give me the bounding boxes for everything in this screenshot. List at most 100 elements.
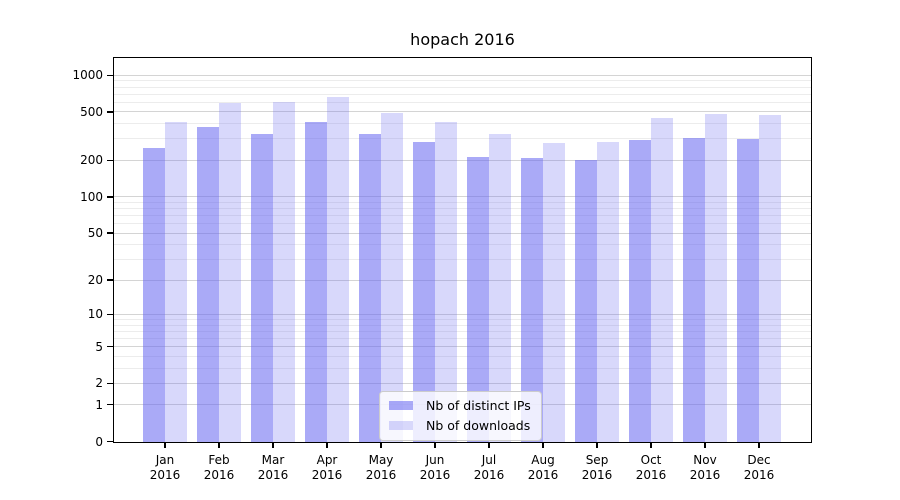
x-tick-label-feb: Feb 2016 <box>203 453 235 482</box>
gridline-600 <box>114 101 811 103</box>
gridline-2 <box>114 382 811 384</box>
x-tick-label-apr: Apr 2016 <box>311 453 343 482</box>
gridline-7 <box>114 330 811 332</box>
y-tick-mark-1 <box>107 404 114 406</box>
bar-jul-distinct-ips <box>466 157 489 442</box>
bar-jan-downloads <box>164 121 187 442</box>
x-tick-mark-jun <box>434 443 436 448</box>
bar-aug-distinct-ips <box>520 158 543 442</box>
y-tick-mark-2 <box>107 382 114 384</box>
y-tick-mark-1000 <box>107 74 114 76</box>
bar-dec-downloads <box>758 114 781 442</box>
x-tick-mark-may <box>380 443 382 448</box>
y-tick-label-500: 500 <box>80 104 103 119</box>
bar-feb-distinct-ips <box>196 126 219 442</box>
y-tick-label-1: 1 <box>95 397 103 412</box>
y-tick-mark-200 <box>107 159 114 162</box>
x-tick-mark-apr <box>326 443 328 448</box>
bar-aug-downloads <box>542 143 565 442</box>
bar-mar-downloads <box>272 101 295 442</box>
y-tick-mark-100 <box>107 196 114 198</box>
bar-jun-downloads <box>434 121 457 442</box>
y-tick-label-100: 100 <box>80 189 103 204</box>
x-tick-label-jan: Jan 2016 <box>149 453 181 482</box>
x-tick-label-may: May 2016 <box>365 453 397 482</box>
x-tick-label-jun: Jun 2016 <box>419 453 451 482</box>
legend-swatch-distinct-ips <box>389 401 413 410</box>
y-tick-label-5: 5 <box>95 339 103 354</box>
gridline-6 <box>114 337 811 339</box>
legend-item-downloads: Nb of downloads <box>389 418 531 433</box>
legend-label-downloads: Nb of downloads <box>426 418 531 433</box>
bar-oct-distinct-ips <box>628 140 651 442</box>
y-tick-label-20: 20 <box>87 273 103 288</box>
gridline-4 <box>114 355 811 357</box>
plot-area <box>113 57 812 443</box>
y-tick-label-50: 50 <box>87 226 103 241</box>
y-tick-mark-0 <box>107 440 114 443</box>
gridline-60 <box>114 223 811 225</box>
bar-nov-distinct-ips <box>682 137 705 442</box>
x-tick-label-dec: Dec 2016 <box>743 453 775 482</box>
bar-jan-distinct-ips <box>142 148 165 442</box>
gridline-9 <box>114 318 811 320</box>
x-tick-mark-aug <box>542 443 544 448</box>
x-tick-label-jul: Jul 2016 <box>473 453 505 482</box>
x-tick-label-mar: Mar 2016 <box>257 453 289 482</box>
legend-label-distinct-ips: Nb of distinct IPs <box>426 398 531 413</box>
bar-nov-downloads <box>704 113 727 442</box>
x-tick-mark-feb <box>218 443 220 448</box>
bar-oct-downloads <box>650 118 673 442</box>
y-tick-label-10: 10 <box>87 307 103 322</box>
gridline-900 <box>114 80 811 82</box>
gridline-5 <box>114 346 811 348</box>
x-tick-mark-nov <box>704 443 706 448</box>
legend: Nb of distinct IPs Nb of downloads <box>379 391 542 441</box>
gridline-40 <box>114 244 811 246</box>
gridline-3 <box>114 367 811 369</box>
x-tick-label-nov: Nov 2016 <box>689 453 721 482</box>
x-tick-label-oct: Oct 2016 <box>635 453 667 482</box>
y-tick-label-200: 200 <box>80 153 103 168</box>
gridline-700 <box>114 93 811 95</box>
legend-item-distinct-ips: Nb of distinct IPs <box>389 398 531 413</box>
x-tick-mark-jan <box>164 443 166 448</box>
gridline-8 <box>114 324 811 326</box>
gridline-300 <box>114 138 811 140</box>
gridline-10 <box>114 313 811 315</box>
bar-jun-distinct-ips <box>412 142 435 442</box>
bar-sep-distinct-ips <box>574 159 597 442</box>
x-tick-label-sep: Sep 2016 <box>581 453 613 482</box>
chart-title: hopach 2016 <box>410 30 515 49</box>
x-tick-mark-dec <box>758 443 760 448</box>
bar-apr-downloads <box>326 97 349 442</box>
y-tick-mark-10 <box>107 313 114 316</box>
gridline-400 <box>114 123 811 125</box>
x-tick-label-aug: Aug 2016 <box>527 453 559 482</box>
y-tick-label-0: 0 <box>95 434 103 449</box>
gridline-800 <box>114 86 811 88</box>
gridline-70 <box>114 215 811 217</box>
y-tick-label-2: 2 <box>95 376 103 391</box>
gridline-1000 <box>114 74 811 76</box>
x-tick-mark-mar <box>272 443 274 448</box>
gridline-50 <box>114 232 811 234</box>
gridline-200 <box>114 159 811 161</box>
y-tick-label-1000: 1000 <box>72 68 103 83</box>
gridline-100 <box>114 196 811 198</box>
y-tick-mark-500 <box>107 111 114 113</box>
y-tick-mark-20 <box>107 279 114 281</box>
gridline-30 <box>114 258 811 260</box>
gridline-20 <box>114 279 811 281</box>
bar-may-downloads <box>380 112 403 442</box>
bar-apr-distinct-ips <box>304 121 327 442</box>
gridline-90 <box>114 201 811 203</box>
gridline-80 <box>114 208 811 210</box>
bar-dec-distinct-ips <box>736 139 759 442</box>
bar-may-distinct-ips <box>358 134 381 442</box>
x-tick-mark-jul <box>488 443 490 448</box>
bar-sep-downloads <box>596 142 619 442</box>
y-tick-mark-5 <box>107 345 114 348</box>
bar-jul-downloads <box>488 133 511 442</box>
